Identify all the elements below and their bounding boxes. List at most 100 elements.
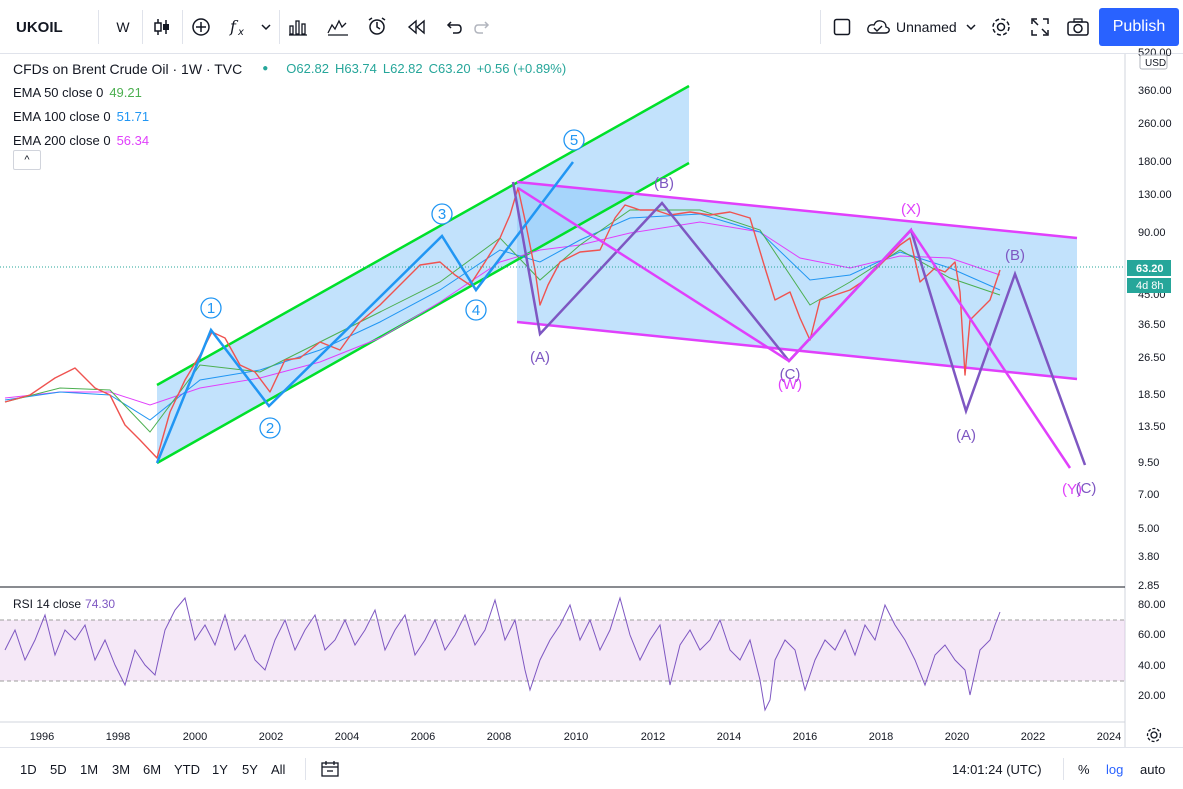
- rising-channel-lower-line[interactable]: [156, 161, 690, 465]
- time-tick: 2006: [411, 731, 435, 743]
- legend-ema200-row[interactable]: EMA 200 close 0 56.34: [13, 129, 566, 153]
- ema100-value: 51.71: [116, 109, 150, 124]
- toolbar-divider: [305, 758, 306, 780]
- range-ytd[interactable]: YTD: [174, 761, 200, 777]
- compare-icon[interactable]: [285, 13, 311, 41]
- legend-symbol-title[interactable]: CFDs on Brent Crude Oil · 1W · TVC: [13, 61, 243, 77]
- replay-icon[interactable]: [404, 13, 430, 41]
- last-price-badge: [1127, 260, 1171, 276]
- candles-icon[interactable]: [148, 13, 176, 41]
- range-5d[interactable]: 5D: [50, 761, 67, 777]
- countdown-badge: [1127, 278, 1171, 293]
- wave-label-4: 4: [472, 302, 480, 319]
- rsi-line[interactable]: [4, 596, 1001, 712]
- camera-icon[interactable]: [1064, 13, 1092, 41]
- range-5y[interactable]: 5Y: [242, 761, 258, 777]
- range-3m[interactable]: 3M: [112, 761, 131, 777]
- log-toggle[interactable]: log: [1106, 761, 1124, 777]
- price-tick: 36.50: [1138, 319, 1166, 331]
- legend-close: C63.20: [428, 61, 471, 76]
- symbol-search-button[interactable]: UKOIL: [16, 18, 63, 36]
- rsi-band: [0, 620, 1125, 681]
- legend-main-row: CFDs on Brent Crude Oil · 1W · TVC ● O62…: [13, 57, 566, 81]
- percent-toggle[interactable]: %: [1078, 761, 1090, 777]
- legend-ema50-row[interactable]: EMA 50 close 0 49.21: [13, 81, 566, 105]
- gear-icon[interactable]: [1146, 727, 1162, 743]
- range-6m[interactable]: 6M: [143, 761, 162, 777]
- rsi-tick: 60.00: [1138, 629, 1166, 641]
- price-tick: 18.50: [1138, 389, 1166, 401]
- cloud-icon: [867, 20, 890, 34]
- chart-type-icon[interactable]: [325, 13, 351, 41]
- time-tick: 2022: [1021, 731, 1045, 743]
- legend-collapse-button[interactable]: ^: [13, 150, 41, 170]
- ema50-line[interactable]: [4, 209, 1001, 433]
- chevron-down-icon: [966, 24, 976, 31]
- impulse-wave-path[interactable]: [155, 161, 574, 464]
- wave-label-W: (W): [778, 376, 802, 393]
- range-1d[interactable]: 1D: [20, 761, 37, 777]
- price-tick: 3.80: [1138, 551, 1159, 563]
- legend-change: +0.56 (+0.89%): [476, 61, 567, 76]
- svg-text:x: x: [237, 27, 244, 37]
- time-tick: 2014: [717, 731, 741, 743]
- utc-clock[interactable]: 14:01:24 (UTC): [952, 761, 1042, 777]
- wxy-wave-path[interactable]: [517, 186, 1072, 469]
- time-tick: 1996: [30, 731, 54, 743]
- toolbar-divider: [142, 10, 143, 44]
- price-scale[interactable]: 520.00 USD 360.00 260.00 180.00 130.00 9…: [1127, 47, 1172, 702]
- rsi-label: RSI 14 close: [13, 597, 82, 611]
- time-axis[interactable]: 1996 1998 2000 2002 2004 2006 2008 2010 …: [30, 731, 1121, 743]
- currency-label: USD: [1145, 58, 1166, 69]
- add-indicator-icon[interactable]: [188, 13, 214, 41]
- calendar-icon[interactable]: [320, 760, 340, 778]
- square-icon[interactable]: [830, 13, 854, 41]
- price-tick: 130.00: [1138, 189, 1172, 201]
- price-tick: 9.50: [1138, 457, 1159, 469]
- bottom-toolbar: 1D 5D 1M 3M 6M YTD 1Y 5Y All 14:01:24 (U…: [0, 747, 1183, 789]
- falling-channel-lower-line[interactable]: [516, 320, 1078, 381]
- toolbar-divider: [98, 10, 99, 44]
- price-tick: 5.00: [1138, 523, 1159, 535]
- gear-icon[interactable]: [988, 13, 1014, 41]
- range-all[interactable]: All: [271, 761, 286, 777]
- corrective-wave-labels: (A) (B) (C) (W) (X) (B) (A) (Y) (C): [530, 175, 1096, 498]
- rising-channel-upper-line[interactable]: [156, 84, 690, 387]
- legend-high: H63.74: [334, 61, 377, 76]
- rsi-tick: 80.00: [1138, 599, 1166, 611]
- wave-label-Y: (Y): [1062, 481, 1082, 498]
- undo-icon[interactable]: [440, 13, 466, 41]
- rsi-tick: 20.00: [1138, 690, 1166, 702]
- fullscreen-icon[interactable]: [1027, 13, 1053, 41]
- currency-badge[interactable]: [1139, 54, 1168, 70]
- time-tick: 2002: [259, 731, 283, 743]
- layout-name-button[interactable]: Unnamed: [866, 13, 978, 41]
- range-1y[interactable]: 1Y: [212, 761, 228, 777]
- time-tick: 2010: [564, 731, 588, 743]
- wave-label-C-2: (C): [1076, 480, 1097, 497]
- publish-button[interactable]: Publish: [1099, 8, 1179, 46]
- rsi-legend[interactable]: RSI 14 close 74.30: [13, 597, 115, 611]
- interval-button[interactable]: W: [116, 19, 130, 35]
- time-tick: 2012: [641, 731, 665, 743]
- wave-label-5: 5: [570, 132, 578, 149]
- auto-toggle[interactable]: auto: [1140, 761, 1166, 777]
- range-1m[interactable]: 1M: [80, 761, 99, 777]
- ema200-label: EMA 200 close 0: [13, 133, 111, 148]
- falling-channel[interactable]: [517, 182, 1077, 379]
- ema100-line[interactable]: [4, 213, 1001, 421]
- falling-channel-upper-line[interactable]: [516, 180, 1078, 240]
- alert-icon[interactable]: [364, 13, 390, 41]
- wave-label-B-2: (B): [1005, 247, 1025, 264]
- chart-legend: CFDs on Brent Crude Oil · 1W · TVC ● O62…: [13, 57, 566, 153]
- legend-ema100-row[interactable]: EMA 100 close 0 51.71: [13, 105, 566, 129]
- time-tick: 2004: [335, 731, 359, 743]
- toolbar-divider: [279, 10, 280, 44]
- rising-channel[interactable]: [157, 86, 689, 463]
- price-tick: 180.00: [1138, 156, 1172, 168]
- svg-text:f: f: [229, 17, 239, 36]
- chevron-down-icon[interactable]: [258, 13, 274, 41]
